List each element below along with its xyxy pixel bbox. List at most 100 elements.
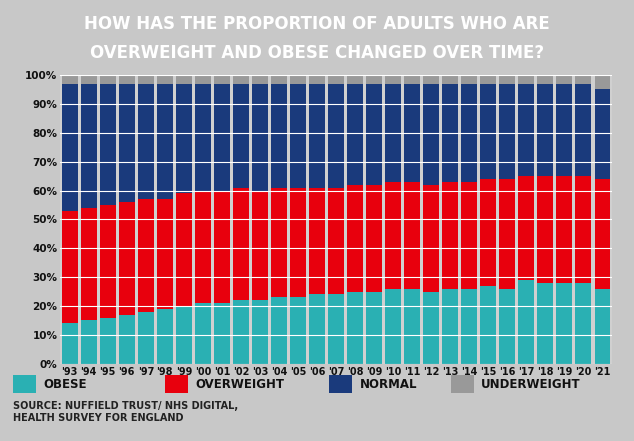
Bar [576, 176, 591, 283]
Bar [385, 289, 401, 364]
Bar [138, 312, 153, 364]
Bar [62, 323, 77, 364]
Text: HOW HAS THE PROPORTION OF ADULTS WHO ARE: HOW HAS THE PROPORTION OF ADULTS WHO ARE [84, 15, 550, 33]
Bar [176, 84, 191, 194]
Bar [119, 75, 134, 84]
Bar [347, 185, 363, 292]
Bar [366, 292, 382, 364]
Bar [100, 318, 115, 364]
Bar [538, 75, 553, 84]
Bar [214, 303, 230, 364]
Bar [100, 75, 115, 84]
Bar [424, 75, 439, 84]
Bar [595, 179, 610, 289]
Bar [290, 84, 306, 187]
Bar [290, 187, 306, 297]
Bar [424, 84, 439, 185]
Bar [290, 297, 306, 364]
Bar [100, 84, 115, 205]
Bar [557, 176, 572, 283]
Bar [347, 292, 363, 364]
Bar [329, 375, 353, 393]
Bar [309, 295, 325, 364]
Bar [328, 84, 344, 187]
Text: OVERWEIGHT: OVERWEIGHT [195, 377, 284, 391]
Bar [81, 321, 96, 364]
Bar [595, 289, 610, 364]
Bar [557, 75, 572, 84]
Bar [309, 187, 325, 295]
Bar [176, 306, 191, 364]
Bar [462, 75, 477, 84]
Bar [62, 84, 77, 211]
Bar [233, 300, 249, 364]
Bar [328, 75, 344, 84]
Bar [138, 199, 153, 312]
Bar [100, 205, 115, 318]
Bar [424, 292, 439, 364]
Bar [157, 309, 172, 364]
Bar [157, 75, 172, 84]
Bar [519, 84, 534, 176]
Bar [138, 84, 153, 199]
Bar [366, 75, 382, 84]
Bar [309, 75, 325, 84]
Bar [481, 286, 496, 364]
Bar [119, 315, 134, 364]
Bar [576, 84, 591, 176]
Bar [366, 84, 382, 185]
Bar [62, 75, 77, 84]
Bar [576, 283, 591, 364]
Bar [165, 375, 188, 393]
Bar [481, 179, 496, 286]
Bar [157, 199, 172, 309]
Bar [195, 84, 210, 191]
Bar [500, 289, 515, 364]
Bar [385, 75, 401, 84]
Bar [81, 208, 96, 321]
Bar [328, 187, 344, 295]
Bar [404, 289, 420, 364]
Bar [138, 75, 153, 84]
Bar [195, 191, 210, 303]
Bar [404, 84, 420, 182]
Bar [195, 75, 210, 84]
Bar [271, 75, 287, 84]
Bar [157, 84, 172, 199]
Bar [538, 176, 553, 283]
Bar [214, 191, 230, 303]
Bar [271, 297, 287, 364]
Bar [252, 84, 268, 191]
Bar [176, 75, 191, 84]
Bar [404, 182, 420, 289]
Bar [481, 75, 496, 84]
Bar [595, 75, 610, 90]
Bar [462, 182, 477, 289]
Text: OBESE: OBESE [43, 377, 87, 391]
Bar [290, 75, 306, 84]
Bar [252, 300, 268, 364]
Bar [385, 182, 401, 289]
Bar [443, 182, 458, 289]
Bar [481, 84, 496, 179]
Bar [443, 75, 458, 84]
Bar [443, 289, 458, 364]
Bar [519, 75, 534, 84]
Bar [538, 283, 553, 364]
Bar [595, 90, 610, 179]
Bar [81, 75, 96, 84]
Bar [233, 187, 249, 300]
Bar [233, 75, 249, 84]
Text: OVERWEIGHT AND OBESE CHANGED OVER TIME?: OVERWEIGHT AND OBESE CHANGED OVER TIME? [90, 44, 544, 62]
Bar [62, 211, 77, 323]
Bar [271, 187, 287, 297]
Bar [424, 185, 439, 292]
Bar [462, 84, 477, 182]
Bar [443, 84, 458, 182]
Text: NORMAL: NORMAL [359, 377, 417, 391]
Bar [538, 84, 553, 176]
Bar [309, 84, 325, 187]
Bar [462, 289, 477, 364]
Bar [119, 84, 134, 202]
Bar [500, 179, 515, 289]
